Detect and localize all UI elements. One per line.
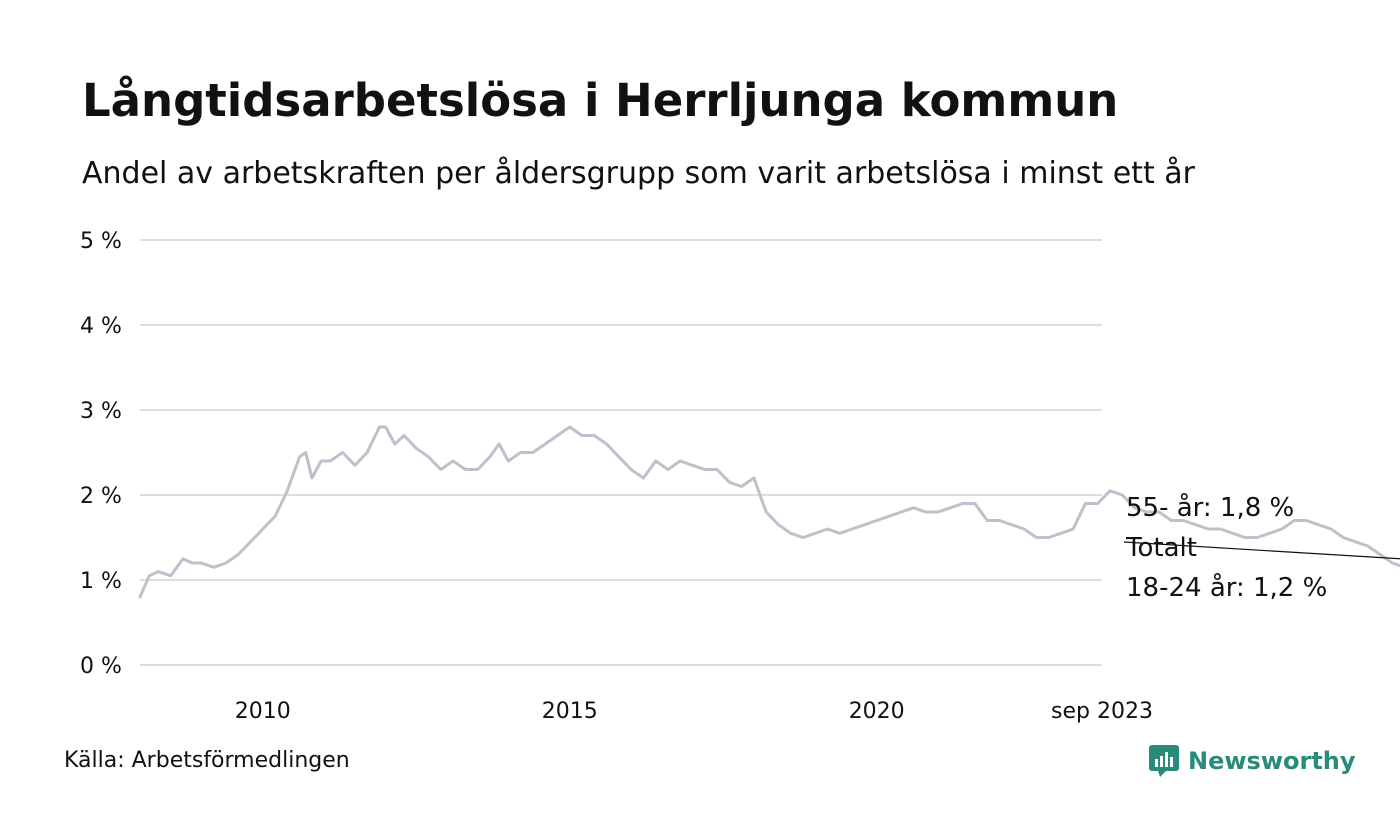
y-tick-label: 2 % — [80, 484, 122, 509]
x-tick-label: 2015 — [542, 699, 598, 724]
y-tick-label: 5 % — [80, 229, 122, 254]
series-end-label: 18-24 år: 1,2 % — [1126, 572, 1327, 603]
y-tick-label: 3 % — [80, 399, 122, 424]
brand-name: Newsworthy — [1188, 747, 1356, 775]
series-end-label: 55- år: 1,8 % — [1126, 492, 1294, 523]
series-line — [138, 425, 1400, 599]
annotation-leader — [1123, 541, 1400, 560]
source-note: Källa: Arbetsförmedlingen — [64, 748, 350, 773]
x-tick-label: 2010 — [235, 699, 291, 724]
chart-title: Långtidsarbetslösa i Herrljunga kommun — [82, 74, 1119, 127]
y-tick-label: 1 % — [80, 569, 122, 594]
brand: Newsworthy — [1148, 744, 1356, 778]
x-tick-label: 2020 — [849, 699, 905, 724]
newsworthy-logo-icon — [1149, 745, 1179, 777]
x-tick-label: sep 2023 — [1051, 699, 1153, 724]
chart-subtitle: Andel av arbetskraften per åldersgrupp s… — [82, 156, 1195, 191]
y-tick-label: 0 % — [80, 654, 122, 679]
y-tick-label: 4 % — [80, 314, 122, 339]
series-end-label: Totalt — [1125, 533, 1197, 563]
